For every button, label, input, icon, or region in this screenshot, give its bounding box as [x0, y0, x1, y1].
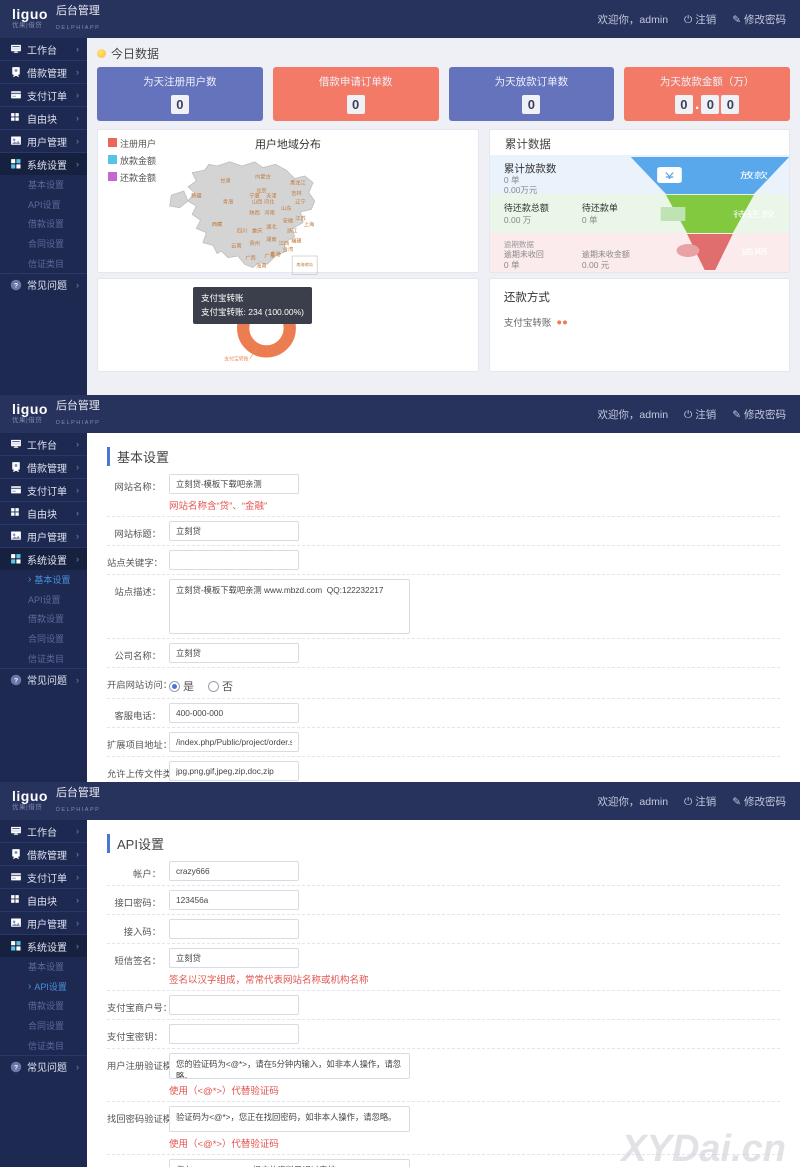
svg-text:吉林: 吉林 [291, 189, 302, 197]
svg-text:?: ? [14, 283, 18, 290]
svg-text:¥: ¥ [664, 171, 675, 181]
svg-text:台湾: 台湾 [283, 245, 294, 253]
svg-text:逾期: 逾期 [741, 247, 767, 256]
svg-text:陕西: 陕西 [249, 208, 260, 216]
svg-text:内蒙古: 内蒙古 [255, 173, 271, 181]
svg-text:支付宝转账: 支付宝转账 [224, 356, 249, 363]
svg-text:北京: 北京 [256, 187, 267, 195]
svg-text:待还款: 待还款 [733, 209, 776, 219]
svg-text:贵州: 贵州 [249, 239, 260, 247]
svg-text:湖南: 湖南 [266, 235, 277, 243]
svg-text:河南: 河南 [264, 208, 275, 216]
svg-text:江西: 江西 [279, 240, 290, 247]
svg-text:?: ? [14, 1065, 18, 1072]
svg-text:西藏: 西藏 [212, 220, 223, 228]
svg-text:辽宁: 辽宁 [295, 198, 306, 206]
svg-text:重庆: 重庆 [252, 227, 263, 235]
svg-text:天津: 天津 [266, 193, 277, 200]
svg-text:甘肃: 甘肃 [220, 177, 231, 185]
svg-text:青海: 青海 [223, 198, 234, 206]
svg-text:浙江: 浙江 [287, 227, 298, 235]
svg-text:四川: 四川 [237, 228, 248, 235]
svg-text:江苏: 江苏 [295, 214, 306, 222]
svg-text:山东: 山东 [281, 204, 292, 212]
svg-text:安徽: 安徽 [283, 217, 294, 225]
svg-text:湖北: 湖北 [266, 223, 277, 231]
svg-text:?: ? [14, 678, 18, 685]
svg-text:海南: 海南 [256, 262, 267, 270]
svg-text:香港: 香港 [270, 250, 281, 258]
svg-text:上海: 上海 [304, 220, 315, 228]
svg-text:放款: 放款 [740, 170, 769, 180]
svg-text:福建: 福建 [291, 237, 302, 245]
svg-text:南海诸岛: 南海诸岛 [296, 261, 313, 267]
svg-text:新疆: 新疆 [191, 192, 202, 200]
svg-text:黑龙江: 黑龙江 [290, 178, 307, 186]
svg-text:广西: 广西 [245, 253, 256, 261]
svg-text:云南: 云南 [231, 242, 242, 250]
